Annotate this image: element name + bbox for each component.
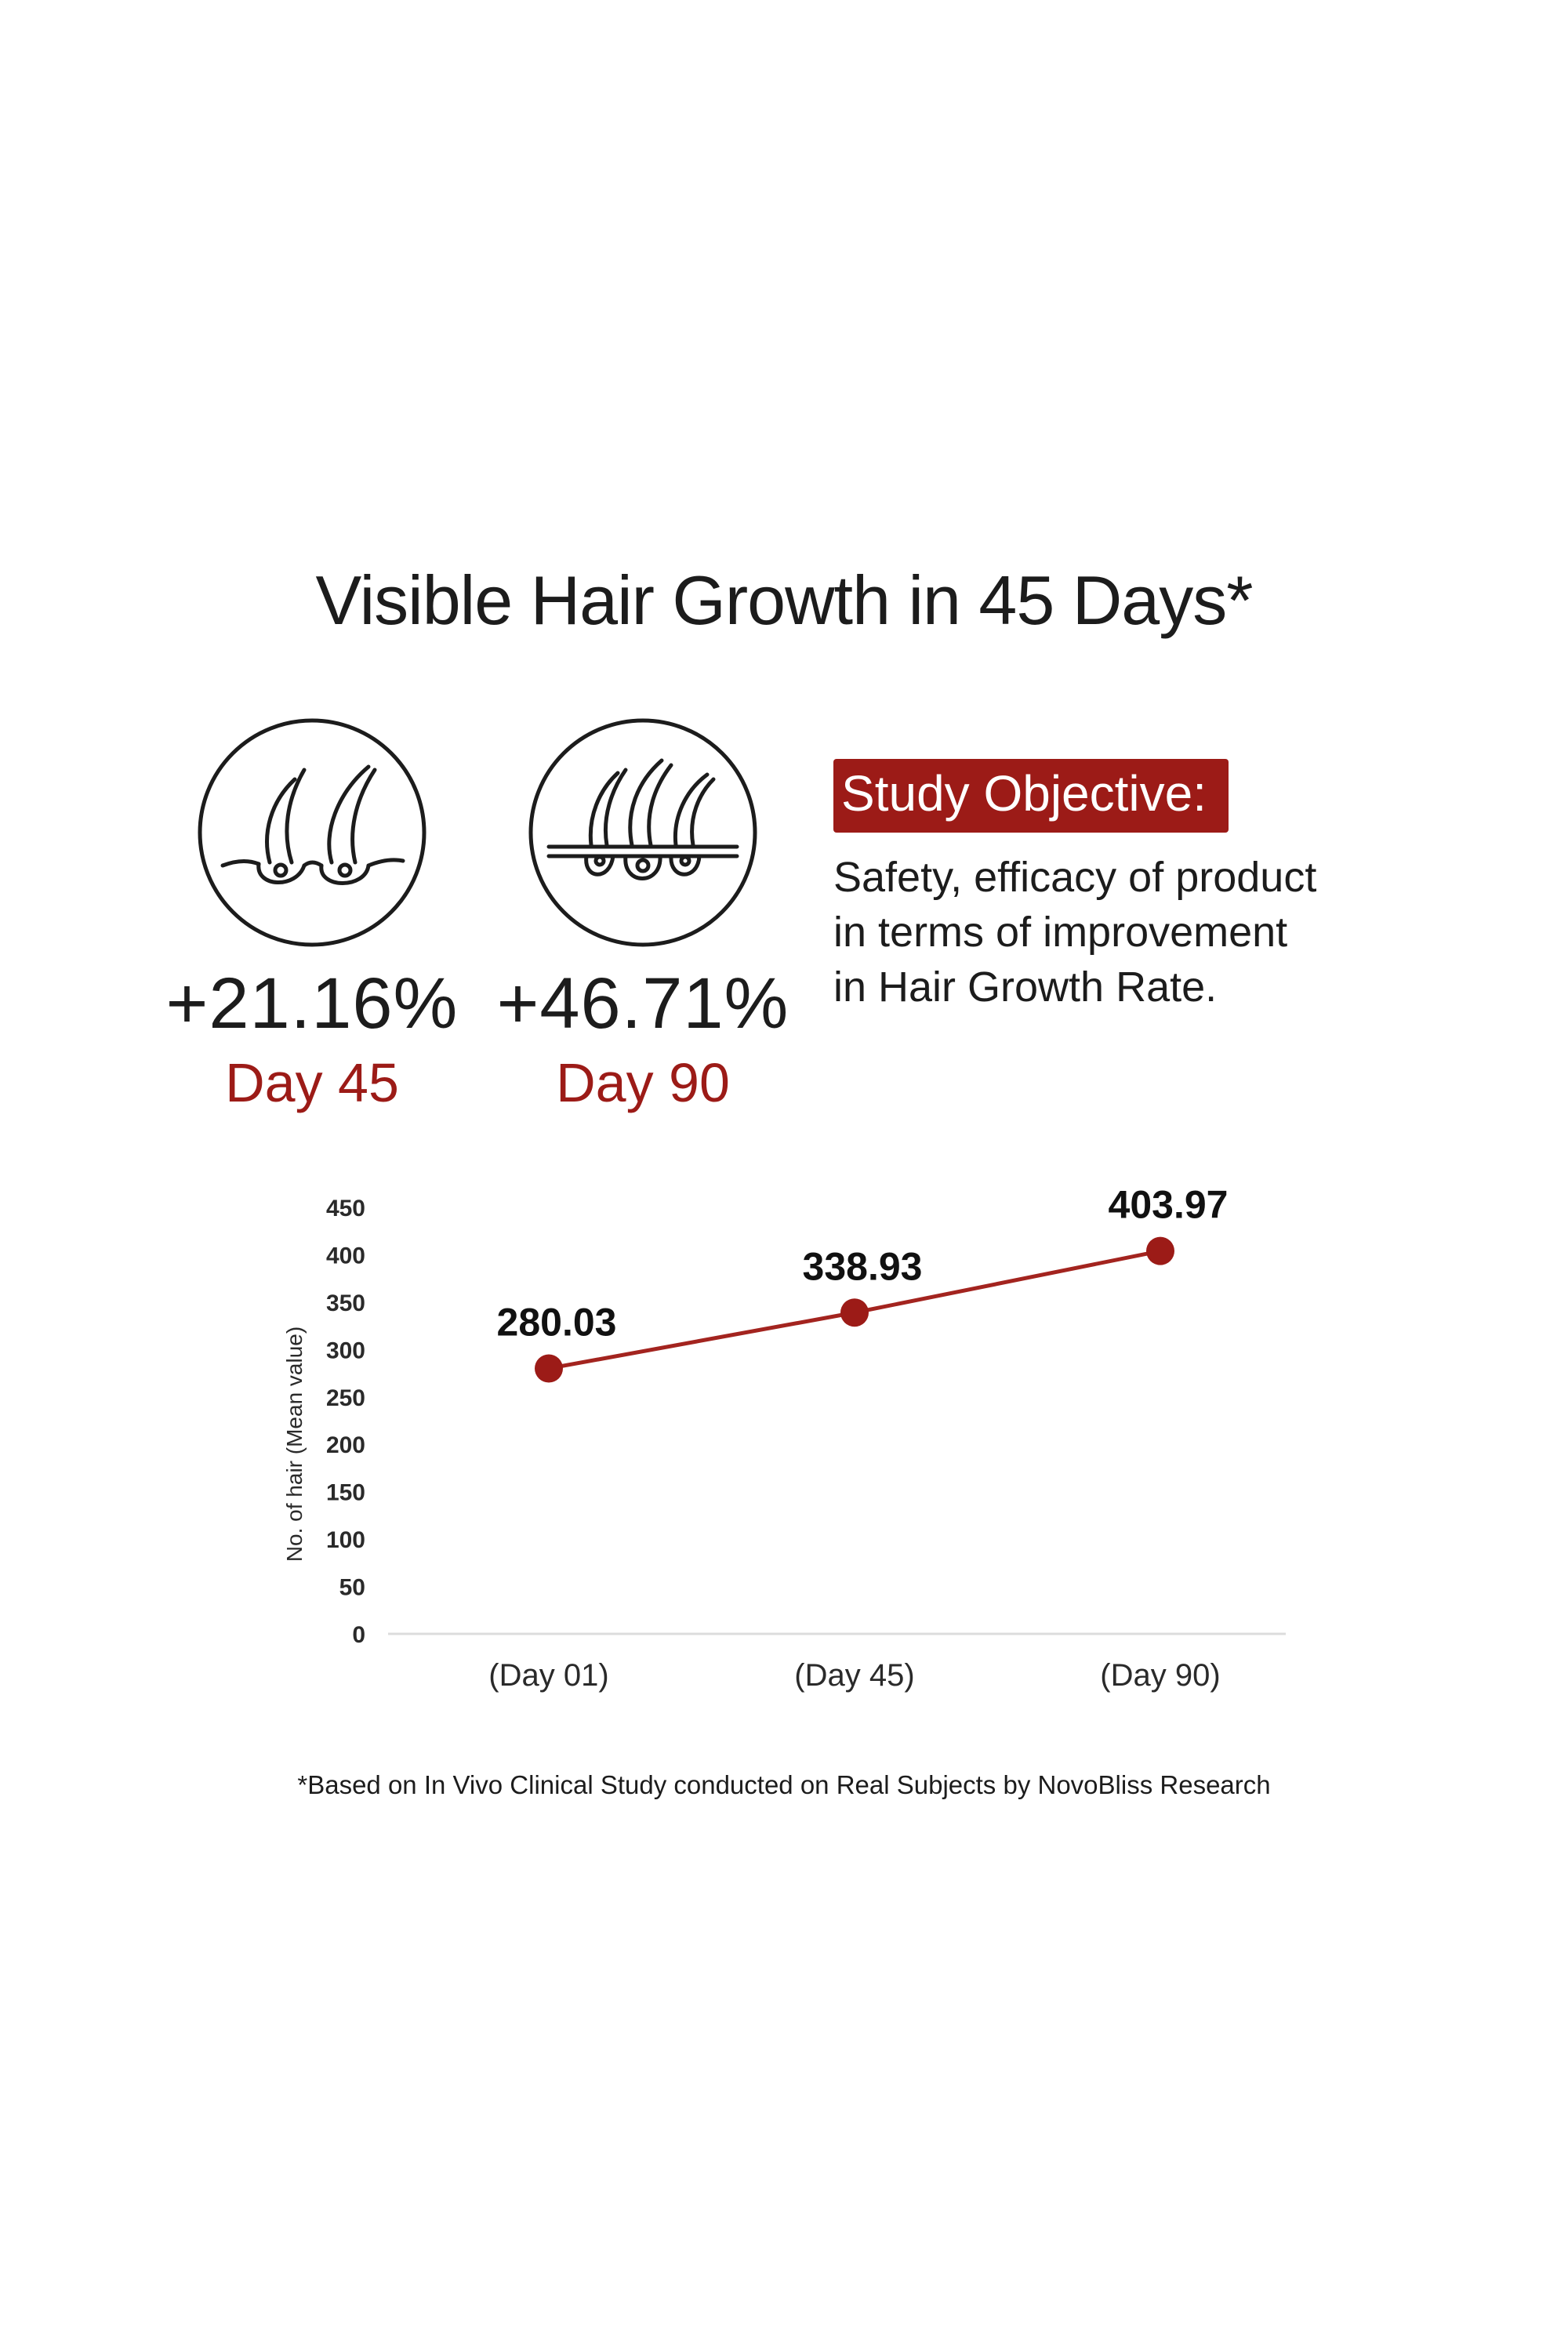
y-tick-label: 450 — [326, 1196, 365, 1221]
y-tick-label: 150 — [326, 1480, 365, 1506]
x-tick-label: (Day 01) — [488, 1658, 608, 1693]
stat-day-90: +46.71% Day 90 — [463, 715, 823, 1110]
study-objective-line: in Hair Growth Rate. — [833, 964, 1218, 1011]
y-tick-label: 100 — [326, 1527, 365, 1553]
study-objective: Study Objective: Safety, efficacy of pro… — [833, 759, 1398, 1014]
study-objective-line: Safety, efficacy of product — [833, 854, 1317, 901]
y-tick-label: 250 — [326, 1385, 365, 1411]
study-objective-label: Study Objective: — [833, 759, 1229, 833]
hair-follicle-icon — [198, 718, 426, 947]
y-tick-label: 300 — [326, 1338, 365, 1363]
hair-count-line-chart: 0 50 100 150 200 250 300 350 400 450 No. of hair (… — [282, 1183, 1286, 1693]
stat-value: +46.71% — [496, 964, 789, 1044]
hair-follicle-triple-icon — [528, 718, 757, 947]
y-axis-label: No. of hair (Mean value) — [282, 1327, 307, 1562]
stat-day-label: Day 90 — [556, 1052, 730, 1113]
x-tick-label: (Day 45) — [794, 1658, 914, 1693]
stat-day-label: Day 45 — [225, 1052, 399, 1113]
y-tick-label: 350 — [326, 1290, 365, 1316]
data-label: 403.97 — [1109, 1183, 1229, 1227]
x-tick-label: (Day 90) — [1100, 1658, 1220, 1693]
footnote: *Based on In Vivo Clinical Study conduct… — [297, 1770, 1271, 1799]
y-tick-label: 0 — [352, 1622, 365, 1648]
stat-value: +21.16% — [165, 964, 459, 1044]
data-label: 338.93 — [803, 1244, 923, 1288]
data-point — [840, 1298, 869, 1327]
y-tick-label: 50 — [339, 1575, 365, 1601]
data-label: 280.03 — [497, 1300, 617, 1344]
stat-day-45: +21.16% Day 45 — [132, 715, 492, 1110]
page-title: Visible Hair Growth in 45 Days* — [315, 561, 1254, 639]
data-point — [1146, 1236, 1174, 1265]
study-objective-line: in terms of improvement — [833, 909, 1288, 956]
y-tick-label: 400 — [326, 1243, 365, 1269]
study-objective-text: Safety, efficacy of product in terms of … — [833, 850, 1398, 1014]
y-tick-label: 200 — [326, 1432, 365, 1458]
data-point — [535, 1354, 563, 1383]
